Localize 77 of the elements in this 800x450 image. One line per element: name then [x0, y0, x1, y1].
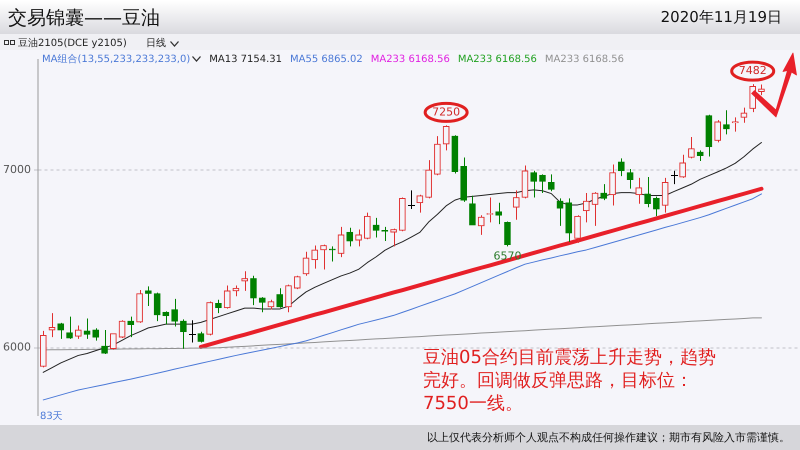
candlestick: [390, 228, 397, 247]
candlestick: [215, 299, 222, 314]
candlestick: [118, 320, 126, 339]
candlestick: [662, 177, 668, 214]
candlestick: [740, 107, 748, 124]
candlestick: [592, 192, 598, 226]
candlestick: [486, 196, 494, 223]
candlestick: [636, 177, 642, 204]
candlestick: [556, 198, 564, 226]
candlestick: [609, 164, 616, 206]
candlestick: [285, 284, 292, 313]
candlestick: [84, 318, 90, 340]
text: 以上仅代表分析师个人观点不构成任何操作建议；期市有风险入市需谨慎。: [427, 430, 790, 445]
candlestick: [416, 194, 424, 214]
candlestick: [48, 312, 56, 338]
annotation: 6570: [493, 249, 522, 262]
candlestick: [723, 110, 730, 135]
text: 日线: [146, 36, 166, 50]
legend-label: MA233 6168.56: [458, 54, 537, 64]
candlestick: [250, 275, 257, 306]
candlestick: [338, 226, 344, 258]
annotation: 7250: [432, 105, 460, 118]
candlestick: [504, 220, 511, 247]
candlestick: [180, 318, 187, 350]
candlestick: [364, 212, 371, 240]
legend-label: MA233 6168.56: [370, 54, 450, 64]
candlestick: [688, 136, 695, 159]
chart-subtitle: 2020年11月19日: [660, 8, 782, 27]
candlestick: [372, 217, 380, 238]
candlestick: [478, 214, 485, 236]
annotation: 83天: [40, 410, 63, 423]
candlestick: [328, 246, 336, 262]
text: MA55 6865.02: [290, 54, 363, 64]
chart-title: 交易锦囊——豆油: [8, 6, 160, 31]
candlestick: [171, 298, 178, 327]
candlestick: [355, 228, 362, 247]
candlestick: [600, 184, 608, 201]
candlestick: [110, 333, 117, 350]
candlestick: [644, 176, 651, 208]
candlestick: [539, 174, 546, 194]
text: 豆油2105(DCE y2105): [18, 36, 127, 50]
y-tick-label: 6000: [3, 340, 31, 354]
candlestick: [66, 316, 73, 340]
candlestick: [188, 320, 196, 343]
candlestick: [714, 120, 721, 143]
candlestick: [574, 214, 581, 244]
candlestick: [679, 154, 686, 178]
candlestick: [512, 190, 520, 220]
candlestick: [154, 292, 160, 322]
candlestick: [469, 195, 476, 226]
candlestick: [241, 270, 248, 292]
candlestick: [442, 124, 450, 151]
candlestick: [224, 285, 231, 310]
candlestick: [268, 299, 274, 310]
annotation: 7482: [738, 64, 767, 78]
candlestick: [653, 196, 660, 217]
candlestick: [276, 288, 284, 308]
annotation: 豆油05合约目前震荡上升走势，趋势完好。回调做反弹思路，目标位：7550一线。: [423, 346, 717, 415]
candlestick: [294, 275, 301, 290]
candlestick: [548, 174, 555, 192]
candlestick: [101, 330, 108, 355]
candlestick: [145, 286, 152, 306]
candlestick: [258, 296, 266, 313]
candlestick: [670, 170, 678, 185]
legend-title: MA组合(13,55,233,233,233,0): [42, 53, 190, 66]
candlestick: [74, 325, 82, 340]
candlestick: [758, 84, 765, 96]
candlestick: [626, 168, 634, 190]
candlestick: [311, 245, 318, 270]
candlestick: [530, 170, 538, 198]
y-tick-label: 7000: [3, 162, 31, 176]
text: MA233 6168.56: [544, 54, 624, 64]
candlestick: [302, 251, 310, 276]
candlestick: [582, 192, 590, 223]
candlestick: [320, 244, 327, 270]
text: MA13 7154.31: [209, 54, 282, 64]
candlestick: [408, 190, 416, 210]
